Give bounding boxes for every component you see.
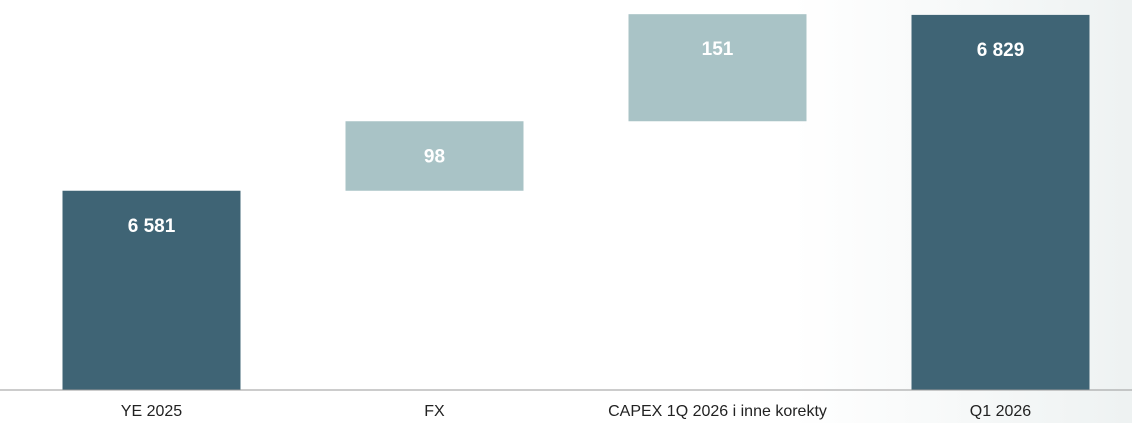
bar [345, 121, 524, 191]
x-tick-label: CAPEX 1Q 2026 i inne korekty [608, 403, 827, 420]
bar [911, 14, 1090, 391]
value-label: 6 829 [977, 40, 1025, 61]
value-label: 151 [702, 39, 734, 60]
x-tick-label: YE 2025 [121, 403, 182, 420]
bar [62, 190, 241, 390]
value-label: 98 [424, 146, 445, 167]
bar [628, 14, 807, 122]
value-label: 6 581 [128, 216, 176, 237]
x-tick-label: FX [424, 403, 445, 420]
x-tick-label: Q1 2026 [970, 403, 1031, 420]
